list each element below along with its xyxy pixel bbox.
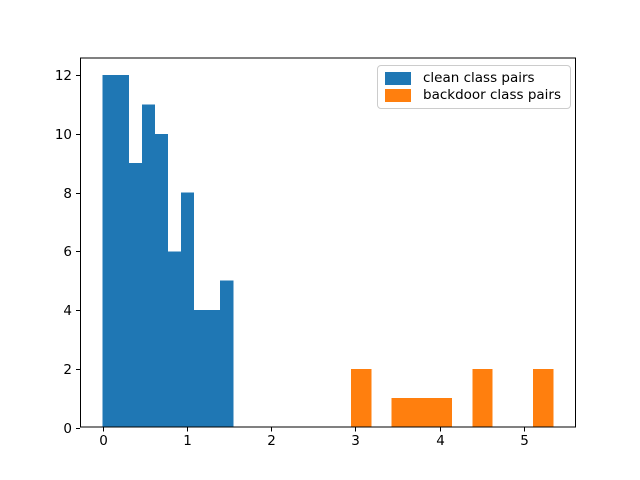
histogram-bar-clean: [141, 104, 155, 428]
histogram-bar-backdoor: [432, 398, 453, 428]
histogram-bar-backdoor: [411, 398, 432, 428]
histogram-bar-backdoor: [351, 368, 372, 428]
clean-series-swatch: [385, 72, 411, 85]
x-tick-label: 2: [267, 433, 276, 449]
histogram-bar-clean: [220, 280, 234, 428]
y-tick-label: 12: [55, 68, 72, 84]
histogram-bar-clean: [128, 163, 142, 428]
x-tick-label: 4: [436, 433, 445, 449]
histogram-bar-backdoor: [391, 398, 412, 428]
legend-item-backdoor: backdoor class pairs: [385, 87, 564, 103]
y-tick-label: 6: [63, 244, 72, 260]
legend: clean class pairs backdoor class pairs: [377, 65, 571, 109]
x-tick-label: 5: [520, 433, 529, 449]
x-tick-label: 1: [183, 433, 192, 449]
histogram-bar-clean: [194, 310, 208, 428]
histogram-bar-clean: [168, 251, 182, 428]
legend-label-clean: clean class pairs: [423, 70, 535, 86]
histogram-bar-clean: [207, 310, 221, 428]
plot-frame: [80, 57, 576, 428]
y-tick-label: 8: [63, 186, 72, 202]
y-tick-label: 10: [55, 127, 72, 143]
histogram-bar-backdoor: [533, 368, 554, 428]
x-tick-label: 3: [351, 433, 360, 449]
y-tick-label: 4: [63, 303, 72, 319]
legend-label-backdoor: backdoor class pairs: [423, 87, 561, 103]
histogram-bar-backdoor: [472, 368, 493, 428]
y-tick-label: 2: [63, 362, 72, 378]
backdoor-series-swatch: [385, 89, 411, 102]
histogram-bar-clean: [102, 75, 116, 428]
histogram-bar-clean: [181, 192, 195, 428]
histogram-bar-clean: [154, 133, 168, 428]
histogram-bar-clean: [115, 75, 129, 428]
y-tick-label: 0: [63, 421, 72, 437]
x-tick-label: 0: [99, 433, 108, 449]
legend-item-clean: clean class pairs: [385, 70, 564, 86]
